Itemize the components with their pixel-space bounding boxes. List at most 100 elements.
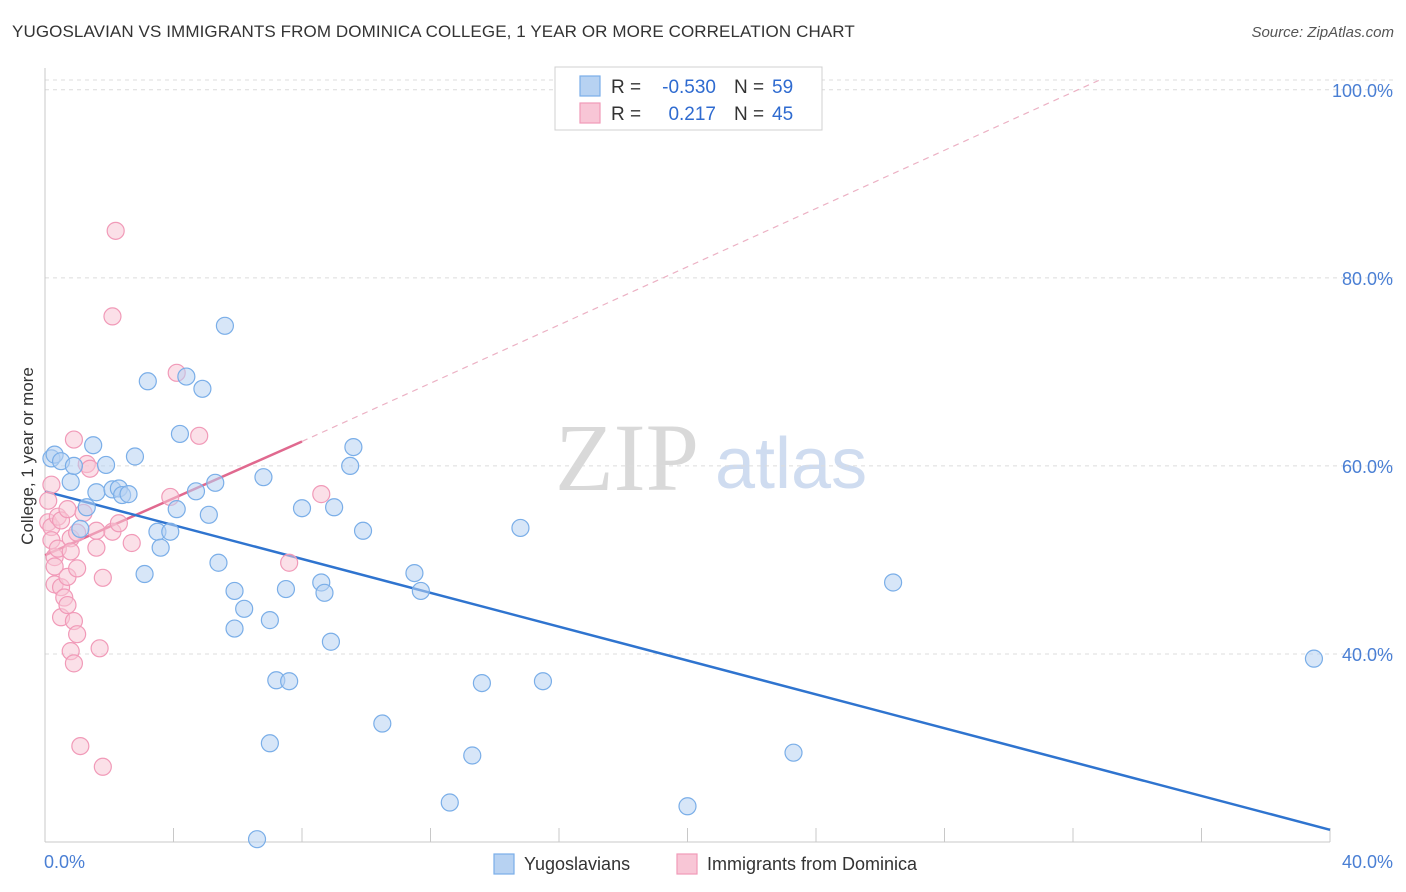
yugoslavians-point-52 [472, 673, 491, 693]
legend-n-label-1: N = [734, 104, 764, 125]
bottom-legend-swatch-dominica [676, 853, 698, 875]
yugoslavians-point-57 [883, 573, 903, 592]
dominica-point-6 [45, 557, 64, 576]
yugoslavians-point-42 [321, 632, 341, 651]
yugoslavians-point-18 [151, 538, 170, 557]
yugoslavians-point-21 [170, 424, 190, 444]
yugoslavians-point-19 [161, 522, 180, 541]
yugoslavians-point-45 [344, 437, 363, 457]
legend-r-label-1: R = [611, 104, 641, 125]
yugoslavians-point-33 [254, 468, 273, 487]
yugoslavians-point-20 [167, 500, 186, 519]
yugoslavians-point-56 [784, 743, 803, 762]
yugoslavians-point-49 [411, 581, 430, 601]
yugoslavians-point-55 [678, 797, 697, 816]
legend-swatch-dominica [579, 102, 601, 124]
yugoslavians-point-27 [209, 553, 228, 572]
dominica-point-39 [122, 533, 141, 553]
yugoslavians-point-38 [280, 672, 299, 691]
yugoslavians-point-43 [325, 498, 344, 517]
dominica-point-25 [68, 625, 87, 644]
dominica-point-34 [93, 757, 112, 776]
yugoslavians-point-16 [138, 372, 157, 391]
yugoslavians-point-37 [276, 579, 296, 599]
dominica-point-38 [109, 514, 128, 533]
dominica-point-18 [61, 542, 80, 561]
yugoslavians-point-22 [177, 367, 196, 386]
dominica-point-42 [190, 426, 209, 445]
dominica-point-43 [280, 553, 299, 572]
grid-lines [45, 79, 1393, 655]
yugoslavians-point-51 [463, 746, 482, 765]
trend-yugoslavians [44, 490, 1331, 831]
dominica-point-14 [58, 500, 77, 519]
yugoslavians-point-48 [405, 563, 424, 583]
yugoslavians-point-39 [292, 499, 312, 518]
dominica-point-26 [71, 736, 90, 756]
dominica-point-31 [87, 538, 106, 557]
chart-title: YUGOSLAVIAN VS IMMIGRANTS FROM DOMINICA … [12, 22, 855, 41]
y-tick-label-1: 60.0% [1342, 457, 1393, 477]
yugoslavians-point-7 [84, 436, 103, 455]
yugoslavians-point-14 [125, 447, 145, 466]
y-tick-labels: 40.0% 60.0% 80.0% 100.0% [1332, 81, 1393, 665]
dominica-point-1 [39, 491, 58, 510]
yugoslavians-point-15 [135, 564, 154, 584]
legend-n-label-0: N = [734, 77, 764, 98]
watermark: ZIP atlas [555, 404, 867, 511]
series-yugoslavians-points [42, 316, 1324, 849]
yugoslavians-point-9 [96, 455, 116, 475]
source-label: Source: ZipAtlas.com [1251, 24, 1394, 41]
bottom-legend-swatch-yugoslavians [493, 853, 515, 875]
yugoslavians-point-6 [77, 498, 96, 517]
yugoslavians-point-31 [235, 599, 254, 618]
dominica-point-20 [64, 430, 84, 449]
yugoslavians-point-29 [225, 581, 244, 601]
x-tick-label-0: 0.0% [44, 852, 85, 872]
dominica-point-32 [90, 639, 109, 658]
y-tick-label-2: 80.0% [1342, 269, 1393, 289]
y-tick-label-3: 100.0% [1332, 81, 1393, 101]
trend-dominica-extension [301, 79, 1099, 443]
legend-r-label-0: R = [611, 77, 641, 98]
yugoslavians-point-25 [199, 505, 218, 524]
yugoslavians-point-50 [440, 793, 459, 812]
yugoslavians-point-34 [260, 734, 279, 753]
dominica-point-23 [68, 559, 87, 578]
bottom-legend-label-dominica: Immigrants from Dominica [707, 854, 918, 874]
yugoslavians-point-13 [119, 485, 138, 504]
legend-r-value-1: 0.217 [668, 104, 716, 125]
dominica-point-2 [42, 475, 61, 494]
yugoslavians-point-28 [215, 316, 234, 335]
legend-n-value-1: 45 [772, 104, 793, 125]
yugoslavians-point-26 [206, 473, 225, 492]
dominica-point-16 [58, 595, 77, 615]
legend-r-value-0: -0.530 [662, 77, 716, 98]
dominica-point-35 [103, 307, 122, 326]
bottom-legend-label-yugoslavians: Yugoslavians [524, 854, 630, 874]
yugoslavians-point-23 [186, 482, 206, 501]
x-tick-label-1: 40.0% [1342, 852, 1393, 872]
y-tick-label-0: 40.0% [1342, 645, 1393, 665]
dominica-point-37 [106, 221, 125, 240]
dominica-point-33 [93, 568, 112, 587]
dominica-point-22 [64, 654, 84, 673]
yugoslavians-point-8 [87, 483, 106, 502]
yugoslavians-point-47 [373, 714, 392, 733]
yugoslavians-point-30 [225, 619, 244, 638]
stats-legend: R = -0.530 N = 59 R = 0.217 N = 45 [554, 66, 823, 131]
dominica-point-30 [87, 521, 106, 540]
yugoslavians-point-3 [61, 472, 80, 491]
yugoslavians-point-24 [193, 379, 212, 398]
yugoslavians-point-41 [315, 583, 334, 602]
watermark-atlas: atlas [715, 424, 867, 504]
yugoslavians-point-44 [341, 456, 360, 476]
series-legend: Yugoslavians Immigrants from Dominica [493, 853, 918, 875]
y-axis-title: College, 1 year or more [18, 367, 37, 545]
yugoslavians-point-32 [247, 830, 267, 849]
yugoslavians-point-53 [511, 518, 530, 538]
yugoslavians-point-35 [260, 611, 279, 630]
series-dominica-points [39, 221, 331, 776]
legend-swatch-yugoslavians [579, 75, 601, 97]
